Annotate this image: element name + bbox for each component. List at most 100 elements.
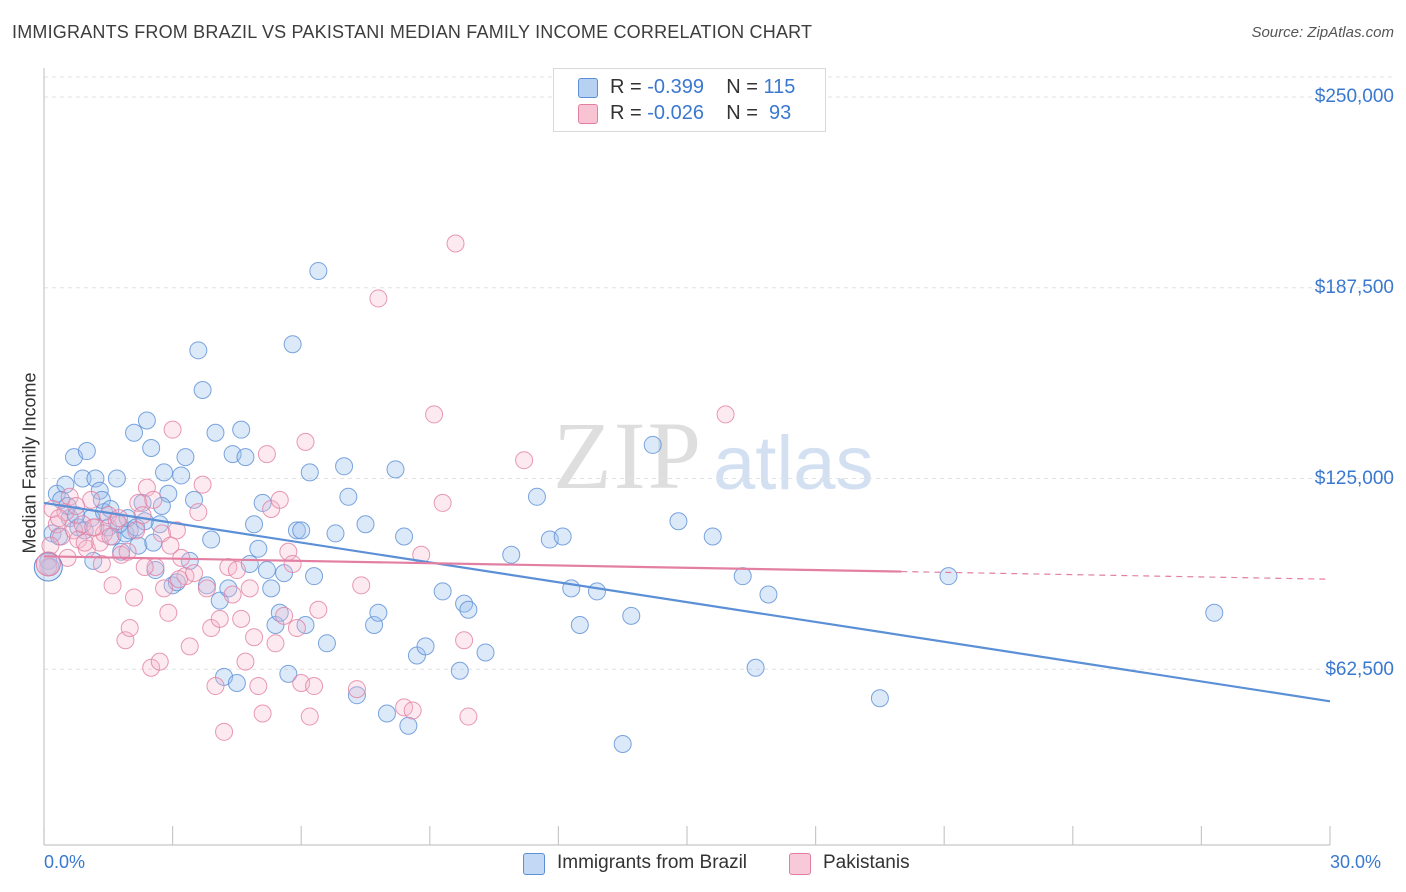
pakistani-point (352, 576, 371, 595)
r-label: R = (610, 102, 648, 124)
pakistani-point (223, 585, 242, 604)
brazil-point (339, 487, 358, 506)
pakistani-point (446, 234, 465, 253)
pakistani-point (249, 677, 268, 696)
pakistani-point (82, 490, 101, 509)
pakistani-point (369, 289, 388, 308)
r-value: -0.399 (647, 76, 704, 98)
brazil-legend-swatch (523, 853, 545, 875)
brazil-point (67, 506, 86, 525)
pakistani-point (240, 579, 259, 598)
brazil-point (300, 463, 319, 482)
brazil-point (249, 539, 268, 558)
pakistani-trend-line-dashed (901, 570, 1331, 580)
pakistani-point (167, 521, 186, 540)
brazil-point (137, 411, 156, 430)
pakistani-point (206, 677, 225, 696)
brazil-point (206, 423, 225, 442)
pakistani-point (84, 518, 103, 537)
pakistani-point (92, 554, 111, 573)
pakistani-point (107, 512, 126, 531)
brazil-point (377, 704, 396, 723)
pakistani-point (101, 527, 120, 546)
brazil-point (189, 341, 208, 360)
pakistani-point (305, 677, 324, 696)
pakistani-point (116, 631, 135, 650)
pakistani-point (150, 652, 169, 671)
pakistani-point (189, 503, 208, 522)
brazil-point (643, 435, 662, 454)
brazil-point (939, 567, 958, 586)
chart-title: IMMIGRANTS FROM BRAZIL VS PAKISTANI MEDI… (12, 22, 813, 42)
brazil-point (759, 585, 778, 604)
brazil-point (669, 512, 688, 531)
brazil-point (347, 686, 366, 705)
brazil-point (335, 457, 354, 476)
pakistani-point (210, 609, 229, 628)
brazil-point (476, 643, 495, 662)
brazil-point (232, 420, 251, 439)
n-label: N = (726, 76, 764, 98)
pakistani-point (103, 576, 122, 595)
pakistani-point (129, 493, 148, 512)
pakistani-point (275, 606, 294, 625)
pakistani-point (152, 524, 171, 543)
pakistani-point (163, 420, 182, 439)
y-tick-label: $187,500 (1314, 277, 1394, 298)
pakistani-point (287, 619, 306, 638)
r-value: -0.026 (647, 102, 704, 124)
brazil-point (155, 463, 174, 482)
brazil-point (369, 603, 388, 622)
brazil-point (283, 335, 302, 354)
pakistani-point (257, 445, 276, 464)
pakistani-point (161, 536, 180, 555)
y-tick-label: $62,500 (1325, 659, 1394, 680)
brazil-point (433, 582, 452, 601)
brazil-point (142, 438, 161, 457)
pakistani-point (283, 554, 302, 573)
pakistani-point (170, 570, 189, 589)
brazil-point (553, 527, 572, 546)
brazil-point (227, 673, 246, 692)
brazil-point (129, 536, 148, 555)
brazil-point (416, 637, 435, 656)
brazil-point (450, 661, 469, 680)
r-label: R = (610, 76, 648, 98)
pakistani-point (347, 680, 366, 699)
pakistani-point (403, 701, 422, 720)
pakistani-point (245, 628, 264, 647)
stats-legend: R = -0.399 N = 115 R = -0.026 N = 93 (553, 68, 826, 132)
pakistani-point (90, 533, 109, 552)
brazil-point (502, 545, 521, 564)
pakistani-point-cluster (35, 551, 61, 577)
n-value: 115 (763, 76, 796, 98)
x-tick-label-min: 0.0% (44, 852, 86, 872)
pakistani-point (159, 603, 178, 622)
brazil-legend-label: Immigrants from Brazil (557, 852, 748, 873)
brazil-point (613, 735, 632, 754)
pakistani-point (296, 432, 315, 451)
brazil-point (185, 490, 204, 509)
y-tick-label: $250,000 (1314, 86, 1394, 107)
pakistani-point (155, 579, 174, 598)
watermark-atlas: atlas (713, 421, 874, 506)
brazil-point (587, 582, 606, 601)
brazil-point (56, 475, 75, 494)
pakistani-point (185, 564, 204, 583)
pakistani-trend-line (43, 555, 902, 573)
brazil-point (125, 423, 144, 442)
pakistani-point (125, 588, 144, 607)
brazil-point (257, 561, 276, 580)
pakistani-point (135, 558, 154, 577)
pakistani-point (215, 722, 234, 741)
brazil-point (262, 579, 281, 598)
pakistani-point (180, 637, 199, 656)
brazil-point (245, 515, 264, 534)
pakistani-point (60, 487, 79, 506)
brazil-point (305, 567, 324, 586)
pakistani-point (236, 652, 255, 671)
pakistani-point (50, 509, 69, 528)
pakistani-point (120, 619, 139, 638)
brazil-point (133, 493, 152, 512)
